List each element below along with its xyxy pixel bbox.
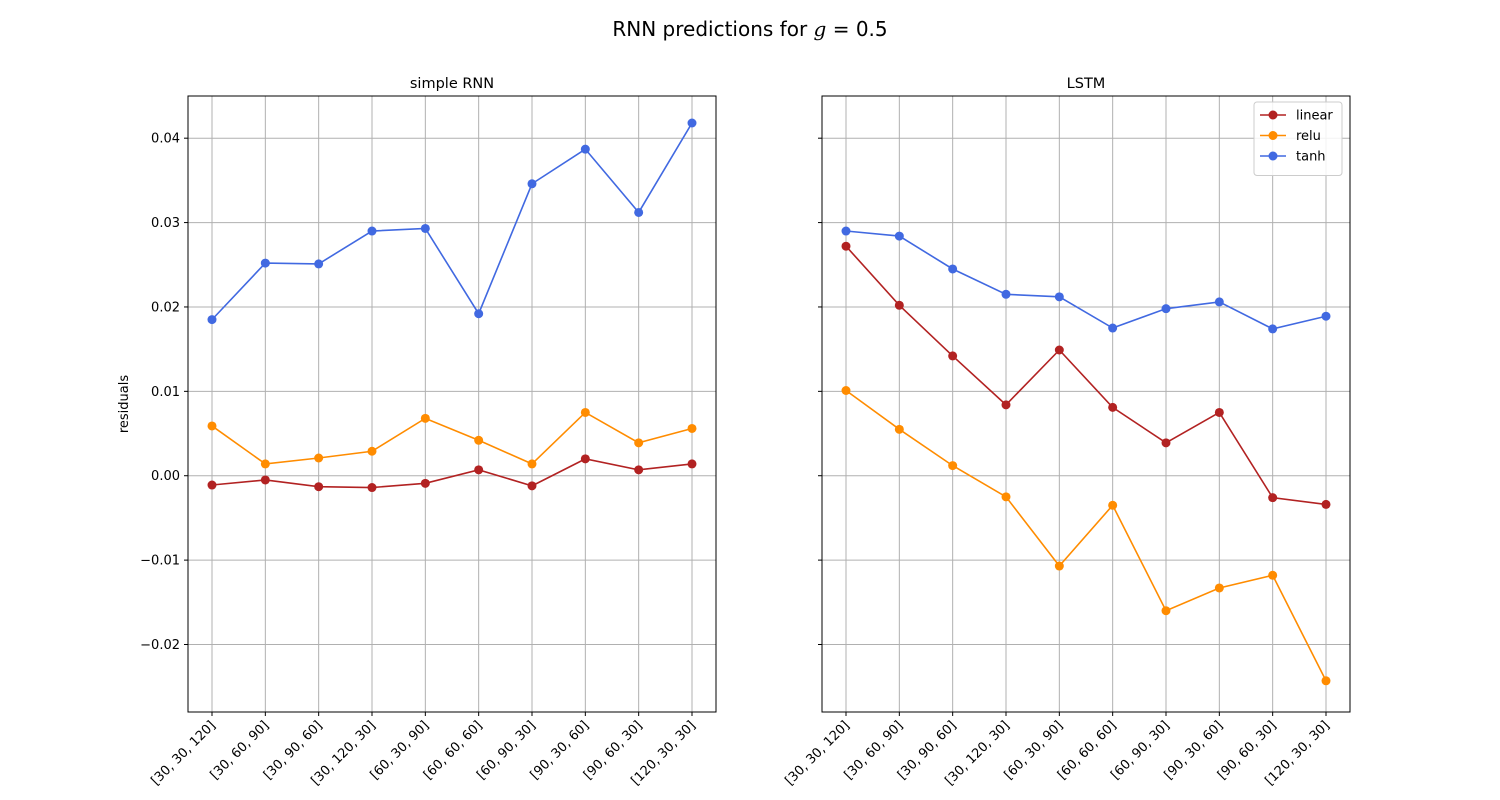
panel0-point-relu <box>207 421 217 431</box>
legend-label-linear: linear <box>1296 109 1333 124</box>
figure-title: RNN predictions for g = 0.5 <box>612 17 887 41</box>
panel0-point-relu <box>420 413 430 423</box>
panel0-series-line-linear <box>211 458 693 489</box>
panel1-series-line-relu <box>845 389 1327 682</box>
panel0-point-tanh <box>420 223 430 233</box>
panel0-ytick-label: 0.03 <box>151 216 180 231</box>
lstm-panel: [30, 30, 120][30, 60, 90][30, 90, 60][30… <box>782 76 1351 789</box>
panel1-point-tanh <box>1108 323 1118 333</box>
figure-title-value: = 0.5 <box>826 17 887 41</box>
panel0-point-tanh <box>687 118 697 128</box>
legend-marker-relu <box>1268 131 1278 140</box>
legend-marker-linear <box>1268 110 1278 120</box>
panel0-title: simple RNN <box>410 76 494 92</box>
panel0-point-relu <box>634 438 644 448</box>
legend-marker-tanh <box>1268 151 1278 161</box>
figure-title-prefix: RNN predictions for <box>612 17 813 41</box>
panel1-point-tanh <box>1268 324 1278 334</box>
panel1-point-relu <box>948 461 958 471</box>
panel1-point-tanh <box>1161 304 1171 314</box>
panel0-point-linear <box>527 481 537 491</box>
panel0-point-relu <box>260 459 270 469</box>
panel0-point-tanh <box>207 315 217 325</box>
panel1-point-linear <box>1108 402 1118 412</box>
panel0-point-tanh <box>474 309 484 319</box>
panel0-ylabel: residuals <box>117 375 132 434</box>
panel0-xtick-label: [30, 30, 120] <box>148 718 218 788</box>
panel0-ytick-label: −0.02 <box>140 638 180 653</box>
panel1-point-relu <box>1268 570 1278 580</box>
panel0-point-tanh <box>367 226 377 236</box>
panel1-point-linear <box>841 241 851 251</box>
panel1-point-relu <box>841 385 851 395</box>
panel1-xtick-label: [30, 30, 120] <box>782 718 852 788</box>
panel0-point-linear <box>687 459 697 469</box>
panel1-point-linear <box>1054 345 1064 355</box>
panel0-point-linear <box>207 480 217 490</box>
panel0-point-linear <box>314 482 324 492</box>
legend-label-tanh: tanh <box>1296 150 1326 165</box>
panel1-point-linear <box>1161 438 1171 448</box>
panel1-point-relu <box>1001 492 1011 502</box>
panel1-point-relu <box>894 424 904 434</box>
panel0-point-linear <box>474 465 484 475</box>
panel0-point-relu <box>474 435 484 445</box>
panel0-point-linear <box>260 475 270 485</box>
panel0-ytick-label: 0.02 <box>151 300 180 315</box>
panel1-point-tanh <box>1214 297 1224 307</box>
panel1-point-relu <box>1108 500 1118 510</box>
panel0-point-relu <box>314 453 324 463</box>
panel0-axes-frame <box>187 95 717 713</box>
panel1-point-tanh <box>894 231 904 241</box>
panel1-title: LSTM <box>1067 76 1106 92</box>
panel0-point-relu <box>367 446 377 456</box>
panel0-point-tanh <box>260 258 270 268</box>
panel0-ytick-label: 0.00 <box>151 469 180 484</box>
panel0-point-linear <box>367 483 377 493</box>
legend-label-relu: relu <box>1296 129 1321 144</box>
panel1-point-tanh <box>1321 311 1331 321</box>
panel1-legend: linear relu tanh <box>1253 101 1343 176</box>
panel0-point-relu <box>687 423 697 433</box>
panel1-point-relu <box>1321 676 1331 686</box>
panel0-ytick-label: −0.01 <box>140 554 180 569</box>
panel1-series-line-tanh <box>845 230 1327 330</box>
panel0-point-linear <box>580 454 590 464</box>
panel1-point-relu <box>1054 561 1064 571</box>
panel1-point-tanh <box>1054 292 1064 302</box>
panel1-point-linear <box>1268 493 1278 503</box>
panel0-point-relu <box>580 407 590 417</box>
panel1-series-line-linear <box>845 245 1327 506</box>
panel1-point-linear <box>894 300 904 310</box>
panel0-point-relu <box>527 459 537 469</box>
panel0-series-line-tanh <box>211 122 693 321</box>
panel0-ytick-label: 0.04 <box>151 132 180 147</box>
panel1-point-tanh <box>841 226 851 236</box>
panel1-point-linear <box>1001 400 1011 410</box>
panel0-point-linear <box>420 478 430 488</box>
figure-title-variable: g <box>814 17 827 41</box>
panel0-series-line-relu <box>211 411 693 465</box>
panel1-point-linear <box>1321 499 1331 509</box>
simple-rnn-panel: −0.02 −0.01 0.00 0.01 0.02 0.03 0.04 [30, 30, 1… <box>117 76 717 789</box>
panel0-point-linear <box>634 465 644 475</box>
panel1-point-linear <box>1214 407 1224 417</box>
panel1-point-tanh <box>948 264 958 274</box>
panel0-point-tanh <box>634 207 644 217</box>
panel1-axes-frame <box>821 95 1351 713</box>
panel0-ytick-label: 0.01 <box>151 385 180 400</box>
panel0-point-tanh <box>314 259 324 269</box>
panel0-point-tanh <box>527 179 537 189</box>
panel1-point-tanh <box>1001 289 1011 299</box>
panel1-point-linear <box>948 351 958 361</box>
panel1-point-relu <box>1214 583 1224 593</box>
panel0-point-tanh <box>580 144 590 154</box>
panel1-point-relu <box>1161 606 1171 616</box>
